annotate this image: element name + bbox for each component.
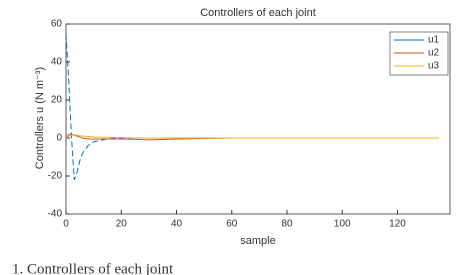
y-tick-label: 0	[56, 133, 62, 144]
y-tick-label: 60	[51, 19, 63, 30]
x-axis-label: sample	[240, 235, 275, 247]
y-tick-label: -20	[48, 171, 63, 182]
series-line	[65, 134, 439, 139]
x-tick-label: 80	[281, 219, 293, 230]
y-axis-label: Controllers u (N m⁻³)	[34, 67, 46, 169]
legend-label: u1	[428, 35, 440, 46]
y-tick-label: -40	[48, 209, 63, 220]
chart-title: Controllers of each joint	[200, 7, 316, 19]
x-tick-label: 60	[226, 219, 238, 230]
x-tick-label: 20	[116, 219, 128, 230]
plot-area	[65, 23, 451, 215]
x-tick-label: 0	[63, 219, 69, 230]
x-tick-label: 120	[389, 219, 406, 230]
y-tick-label: 40	[51, 57, 63, 68]
series-line	[65, 33, 439, 180]
x-tick-label: 40	[171, 219, 183, 230]
legend-label: u2	[428, 48, 440, 59]
legend-label: u3	[428, 61, 440, 72]
y-tick-label: 20	[51, 95, 63, 106]
caption: 1. Controllers of each joint	[12, 261, 174, 275]
x-tick-label: 100	[334, 219, 351, 230]
